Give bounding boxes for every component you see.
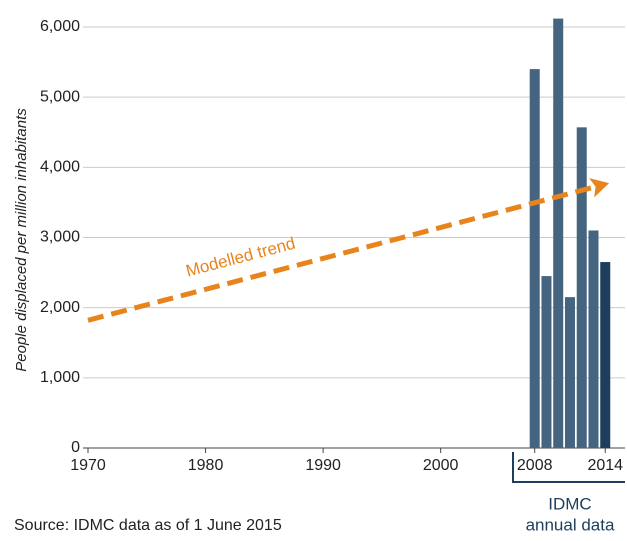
bar <box>541 276 552 448</box>
trend-label: Modelled trend <box>184 234 298 281</box>
bar <box>553 18 564 449</box>
x-tick-label: 1990 <box>305 457 341 474</box>
y-tick-label: 5,000 <box>40 88 80 105</box>
trend-arrow <box>589 178 610 198</box>
y-tick-label: 3,000 <box>40 229 80 246</box>
y-axis-label: People displaced per million inhabitants <box>13 108 30 372</box>
trend-line <box>87 184 597 323</box>
bar <box>529 69 540 448</box>
y-tick-label: 6,000 <box>40 18 80 35</box>
y-tick-label: 0 <box>71 439 80 456</box>
x-tick-label: 1970 <box>70 457 106 474</box>
x-tick-label: 2000 <box>423 457 459 474</box>
x-tick-label: 1980 <box>188 457 224 474</box>
bar <box>588 230 599 448</box>
bracket-label: IDMC <box>548 494 591 513</box>
y-tick-label: 2,000 <box>40 299 80 316</box>
source: Source: IDMC data as of 1 June 2015 <box>14 517 282 534</box>
y-tick-label: 4,000 <box>40 159 80 176</box>
bar <box>576 127 587 449</box>
x-tick-label: 2008 <box>517 457 553 474</box>
bar <box>564 297 575 448</box>
y-tick-label: 1,000 <box>40 369 80 386</box>
bracket-label: annual data <box>526 515 615 534</box>
x-tick-label: 2014 <box>587 457 623 474</box>
bar <box>600 262 611 448</box>
bracket <box>512 452 625 483</box>
